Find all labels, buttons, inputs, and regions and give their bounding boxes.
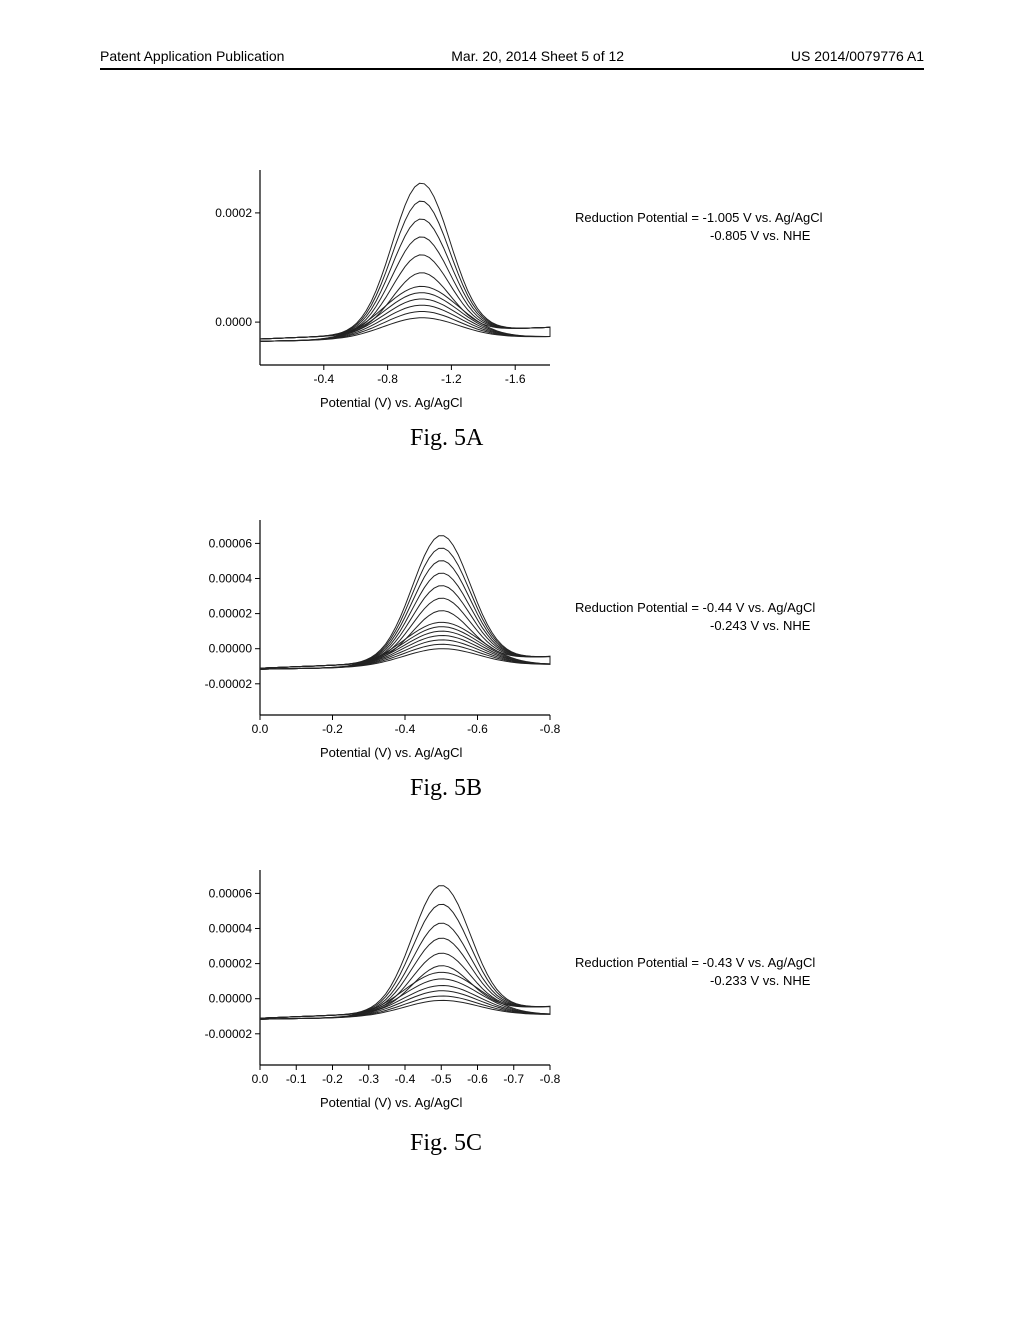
fig5c-xlabel: Potential (V) vs. Ag/AgCl (320, 1095, 462, 1110)
header-center: Mar. 20, 2014 Sheet 5 of 12 (451, 48, 624, 64)
figure-5b-chart: 0.00006 0.00004 0.00002 0.00000 -0.00002 0.0 -… (190, 520, 890, 810)
svg-text:0.00004: 0.00004 (209, 922, 253, 936)
svg-text:-0.1: -0.1 (286, 1072, 307, 1086)
svg-text:-1.2: -1.2 (441, 372, 462, 386)
svg-text:0.0002: 0.0002 (215, 206, 252, 220)
fig5c-caption: Fig. 5C (410, 1130, 482, 1157)
header-right: US 2014/0079776 A1 (791, 48, 924, 64)
svg-text:-0.6: -0.6 (467, 1072, 488, 1086)
svg-text:-0.4: -0.4 (395, 1072, 416, 1086)
svg-text:0.0: 0.0 (252, 1072, 269, 1086)
svg-text:0.00006: 0.00006 (209, 886, 253, 900)
svg-text:0.00000: 0.00000 (209, 642, 253, 656)
figure-5a-panel: 0.0002 0.0000 -0.4 -0.8 -1.2 -1.6 Reduction P… (190, 170, 890, 460)
svg-text:0.00002: 0.00002 (209, 957, 253, 971)
svg-text:-0.6: -0.6 (467, 722, 488, 736)
fig5b-annotation-line2: -0.243 V vs. NHE (710, 618, 810, 633)
fig5b-annotation-line1: Reduction Potential = -0.44 V vs. Ag/AgC… (575, 600, 815, 615)
fig5a-xlabel: Potential (V) vs. Ag/AgCl (320, 395, 462, 410)
svg-text:-0.3: -0.3 (358, 1072, 379, 1086)
svg-text:-0.00002: -0.00002 (205, 1027, 253, 1041)
svg-text:-0.5: -0.5 (431, 1072, 452, 1086)
svg-text:-0.2: -0.2 (322, 1072, 343, 1086)
fig5b-caption: Fig. 5B (410, 775, 482, 802)
svg-text:-0.8: -0.8 (540, 722, 561, 736)
header-left: Patent Application Publication (100, 48, 284, 64)
svg-text:0.00006: 0.00006 (209, 536, 253, 550)
svg-text:0.00000: 0.00000 (209, 992, 253, 1006)
svg-text:0.00004: 0.00004 (209, 572, 253, 586)
svg-text:-0.8: -0.8 (377, 372, 398, 386)
svg-text:0.0: 0.0 (252, 722, 269, 736)
fig5c-annotation-line2: -0.233 V vs. NHE (710, 973, 810, 988)
fig5c-annotation-line1: Reduction Potential = -0.43 V vs. Ag/AgC… (575, 955, 815, 970)
svg-text:0.00002: 0.00002 (209, 607, 253, 621)
svg-text:-0.8: -0.8 (540, 1072, 561, 1086)
svg-text:0.0000: 0.0000 (215, 315, 252, 329)
fig5a-caption: Fig. 5A (410, 425, 483, 452)
svg-text:-0.00002: -0.00002 (205, 677, 253, 691)
figure-5b-panel: 0.00006 0.00004 0.00002 0.00000 -0.00002 0.0 -… (190, 520, 890, 810)
figure-5c-chart: 0.00006 0.00004 0.00002 0.00000 -0.00002 0.0 -… (190, 870, 890, 1190)
fig5b-xlabel: Potential (V) vs. Ag/AgCl (320, 745, 462, 760)
svg-text:-0.4: -0.4 (313, 372, 334, 386)
svg-text:-1.6: -1.6 (505, 372, 526, 386)
fig5a-annotation-line2: -0.805 V vs. NHE (710, 228, 810, 243)
page: Patent Application Publication Mar. 20, … (0, 0, 1024, 1320)
svg-text:-0.2: -0.2 (322, 722, 343, 736)
svg-text:-0.4: -0.4 (395, 722, 416, 736)
svg-text:-0.7: -0.7 (503, 1072, 524, 1086)
figure-5c-panel: 0.00006 0.00004 0.00002 0.00000 -0.00002 0.0 -… (190, 870, 890, 1190)
fig5a-annotation-line1: Reduction Potential = -1.005 V vs. Ag/Ag… (575, 210, 823, 225)
page-header: Patent Application Publication Mar. 20, … (100, 48, 924, 70)
